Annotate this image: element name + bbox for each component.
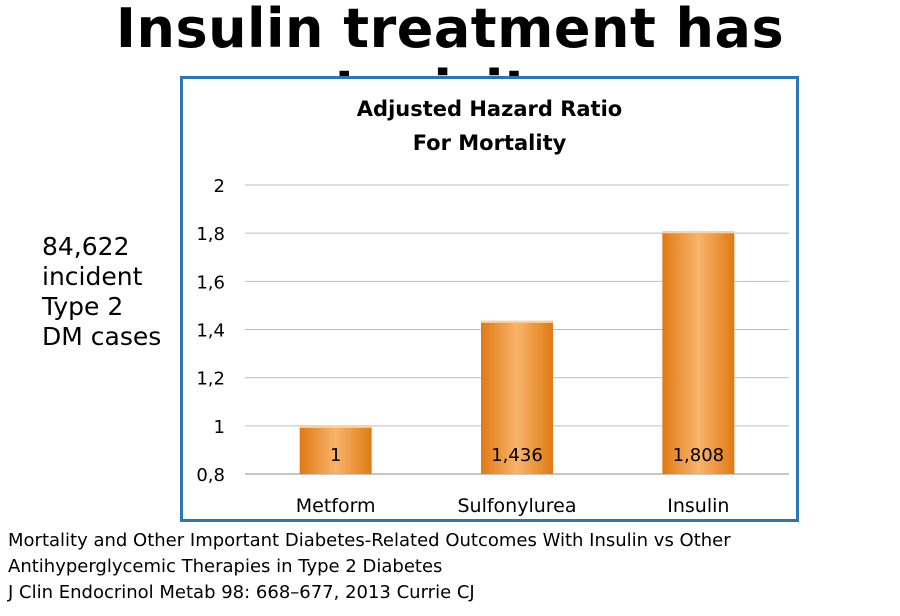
y-tick-label: 1,2 [196,369,225,390]
y-tick-label: 0,8 [196,465,225,486]
cohort-note-line: 84,622 [42,232,130,261]
citation: Mortality and Other Important Diabetes-R… [8,528,731,606]
chart-title-line-1: Adjusted Hazard Ratio [356,97,623,121]
cohort-note-line: DM cases [42,322,162,351]
citation-line: J Clin Endocrinol Metab 98: 668–677, 201… [8,582,475,603]
bar-metform [299,425,372,474]
cohort-note-line: incident [42,262,143,291]
chart-frame: Adjusted Hazard Ratio For Mortality 0,8 1… [180,76,799,522]
hazard-ratio-bar-chart: 0,8 1 1,2 1,4 1,6 1,8 2 1 Metform 1,436 Sulfonylur… [196,176,789,517]
bar-insulin [662,231,735,474]
x-category-label: Insulin [667,495,729,517]
data-label: 1,808 [673,445,725,466]
bar-sulfonylurea [481,320,553,474]
y-tick-label: 1,8 [196,224,225,245]
y-tick-label: 1,4 [196,321,225,342]
citation-line: Mortality and Other Important Diabetes-R… [8,530,731,551]
data-label: 1,436 [491,445,543,466]
cohort-note: 84,622 incident Type 2 DM cases [42,232,161,352]
chart-title-line-2: For Mortality [412,131,567,155]
cohort-note-line: Type 2 [42,292,124,321]
y-tick-label: 1,6 [196,272,225,293]
x-category-label: Sulfonylurea [457,495,576,517]
citation-line: Antihyperglycemic Therapies in Type 2 Di… [8,556,443,577]
data-label: 1 [330,445,341,466]
x-category-label: Metform [296,495,376,517]
y-tick-label: 2 [214,176,225,197]
y-tick-label: 1 [214,417,225,438]
